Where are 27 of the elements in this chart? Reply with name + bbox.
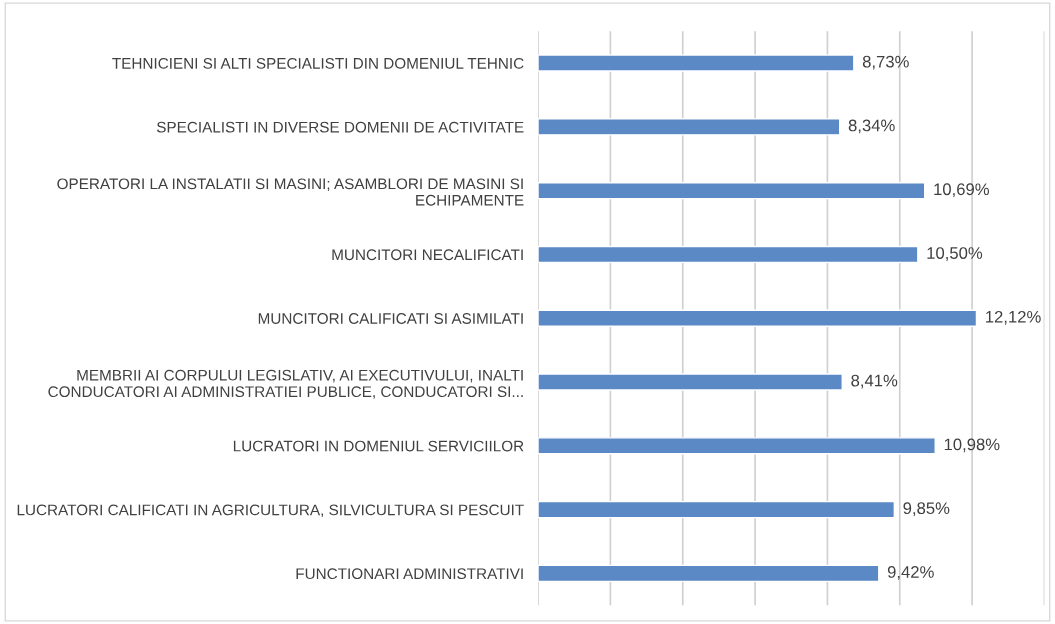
data-label: 8,34%: [848, 119, 895, 134]
data-label: 12,12%: [986, 310, 1041, 325]
bar: [538, 373, 843, 391]
bar: [538, 245, 919, 264]
bar: [538, 54, 855, 72]
data-label: 9,42%: [887, 566, 934, 580]
data-label: 10,50%: [927, 247, 983, 261]
data-label: 10,69%: [934, 183, 989, 198]
bar: [538, 564, 880, 583]
data-label: 8,73%: [862, 55, 909, 70]
y-tick-label: TEHNICIENI SI ALTI SPECIALISTI DIN DOMENIUL TEHNIC: [112, 57, 524, 69]
y-tick-label: MEMBRII AI CORPULUI LEGISLATIV, AI EXECUTIVULUI, INALTI CONDUCATORI AI ADMINISTRATIEI PUBLICE, CONDUCATORI SI...: [48, 369, 523, 399]
data-label: 9,85%: [903, 502, 950, 517]
bar: [538, 309, 978, 327]
y-tick-label: MUNCITORI NECALIFICATI: [332, 249, 523, 261]
y-tick-label: OPERATORI LA INSTALATII SI MASINI; ASAMBLORI DE MASINI SI ECHIPAMENTE: [57, 178, 524, 206]
y-tick-label: LUCRATORI IN DOMENIUL SERVICIILOR: [233, 440, 524, 452]
y-tick-label: FUNCTIONARI ADMINISTRATIVI: [296, 568, 523, 580]
bar: [538, 181, 926, 200]
bar: [538, 500, 896, 519]
data-label: 8,41%: [851, 374, 898, 389]
y-tick-label: LUCRATORI CALIFICATI IN AGRICULTURA, SILVICULTURA SI PESCUIT: [17, 504, 524, 518]
y-tick-label: MUNCITORI CALIFICATI SI ASIMILATI: [258, 313, 523, 324]
bar: [538, 118, 841, 136]
y-tick-label: SPECIALISTI IN DIVERSE DOMENII DE ACTIVITATE: [156, 121, 524, 133]
bar: [538, 437, 936, 455]
data-label: 10,98%: [944, 438, 1000, 453]
